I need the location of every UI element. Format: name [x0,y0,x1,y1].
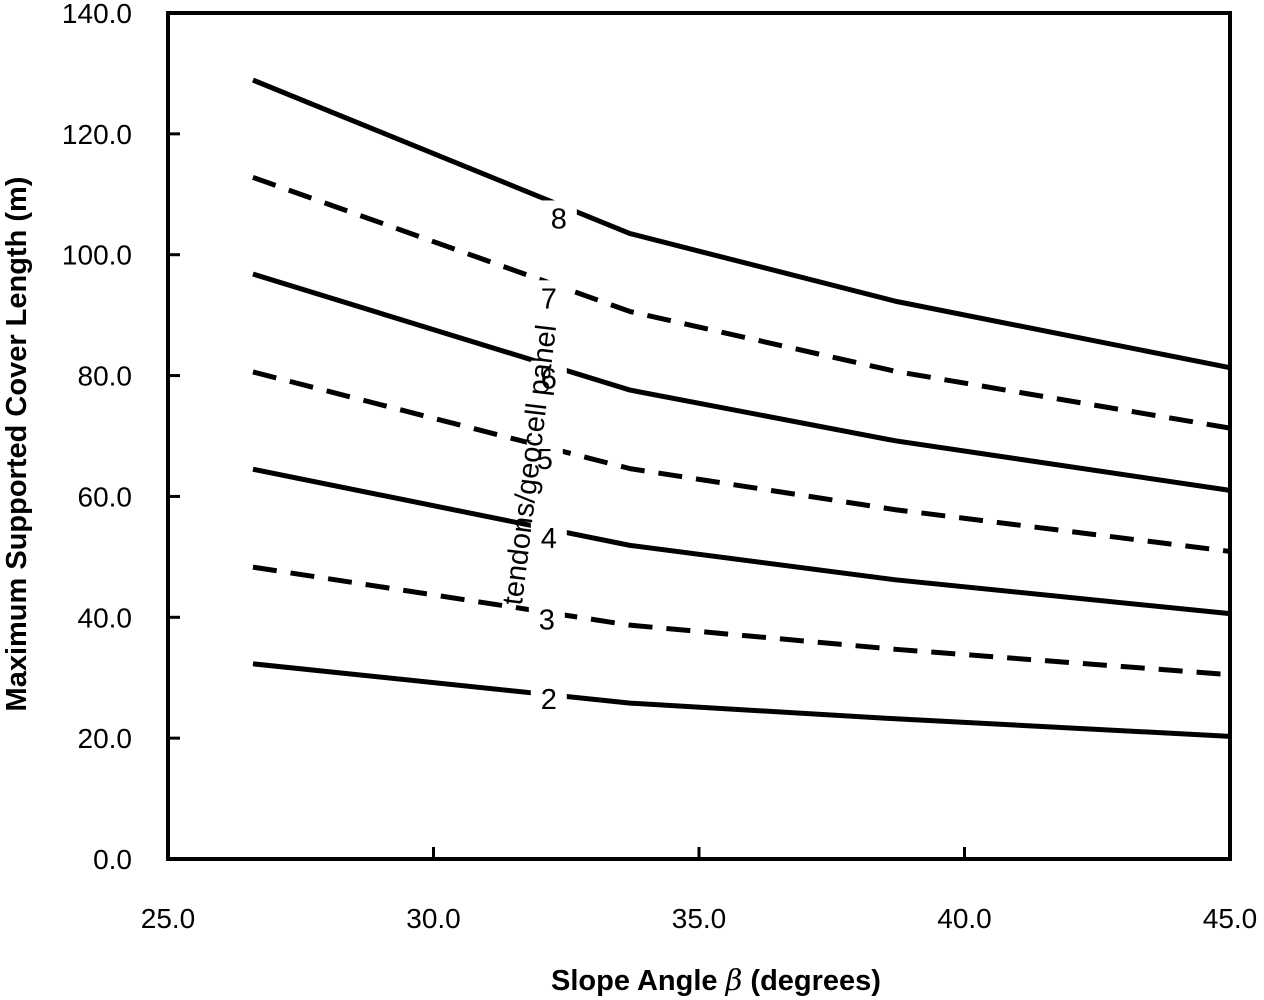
series-label-8: 8 [551,203,567,235]
y-axis-title: Maximum Supported Cover Length (m) [1,177,33,712]
series-label-bg [530,280,567,317]
series-label-6: 6 [541,364,557,396]
series-label-bg [528,601,565,638]
series-label-bg [526,441,563,478]
series-line-4 [252,466,1231,617]
y-tick-label: 60.0 [78,481,133,512]
y-tick-label: 120.0 [62,119,132,150]
tick-layer: 0.0 20.0 40.0 60.0 80.0 100.0 120.0 140.0 25.0 30… [62,0,1257,934]
y-tick-label: 0.0 [93,844,132,875]
series-label-5: 5 [537,444,553,476]
x-axis-title-symbol: β [725,963,743,997]
series-line-7 [252,175,1231,431]
x-tick-label: 45.0 [1203,903,1258,934]
series-label-bg [530,681,567,718]
x-tick-label: 30.0 [406,903,461,934]
series-line-3 [252,564,1231,678]
label-layer: 2 3 4 5 6 7 8 [526,200,577,718]
plot-frame [166,11,1232,861]
y-tick-label: 140.0 [62,0,132,29]
series-line-2 [252,661,1231,739]
x-axis-title-suffix: (degrees) [742,965,881,997]
y-tick-label: 40.0 [78,602,133,633]
series-label-bg [530,360,567,397]
series-line-5 [252,369,1231,554]
series-label-bg [540,200,577,237]
x-axis-title: Slope Angle β (degrees) [551,963,881,997]
series-layer [252,77,1231,739]
series-line-8 [252,77,1231,371]
x-tick-label: 25.0 [141,903,196,934]
x-tick-label: 40.0 [937,903,992,934]
series-label-4: 4 [541,523,557,555]
series-label-7: 7 [541,283,557,315]
series-line-6 [252,271,1231,493]
y-tick-label: 100.0 [62,240,132,271]
series-label-3: 3 [539,604,555,636]
x-axis-title-prefix: Slope Angle [551,965,726,997]
y-tick-label: 80.0 [78,361,133,392]
series-label-2: 2 [541,684,557,716]
y-tick-label: 20.0 [78,723,133,754]
series-label-bg [530,519,567,556]
x-tick-label: 35.0 [672,903,727,934]
